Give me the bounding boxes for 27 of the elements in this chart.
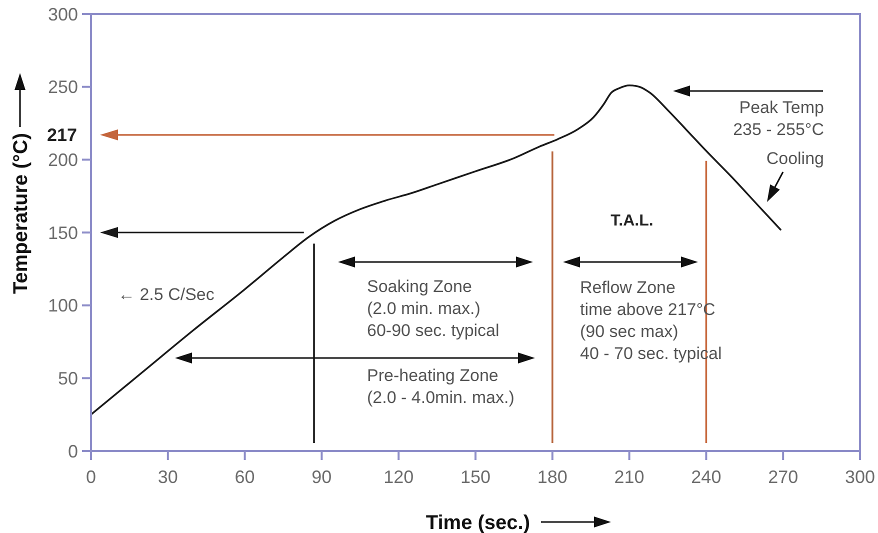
x-tick-label: 150 xyxy=(460,466,491,487)
x-axis-title: Time (sec.) xyxy=(426,512,530,533)
x-tick-label: 30 xyxy=(158,466,178,487)
annotation: Pre-heating Zone (2.0 - 4.0min. max.) xyxy=(367,366,514,407)
y-axis-title: Temperature (°C) xyxy=(10,133,32,294)
x-tick-label: 90 xyxy=(312,466,332,487)
x-tick-label: 180 xyxy=(537,466,568,487)
x-tick-label: 0 xyxy=(86,466,96,487)
annotation: Peak Temp 235 - 255°C xyxy=(733,98,824,139)
y-tick-label: 0 xyxy=(68,441,78,462)
y-tick-label: 250 xyxy=(48,77,78,98)
y-tick-label: 50 xyxy=(58,368,78,389)
y-tick-label: 200 xyxy=(48,150,78,170)
annotation: Soaking Zone (2.0 min. max.) 60-90 sec. typical xyxy=(367,276,500,340)
y-tick-label: 150 xyxy=(48,222,78,243)
annotation: ← 2.5 C/Sec xyxy=(118,284,215,304)
annotation: T.A.L. xyxy=(610,212,654,230)
x-tick-label: 120 xyxy=(384,466,414,487)
x-tick-label: 210 xyxy=(614,466,644,487)
y-tick-label: 100 xyxy=(48,296,78,316)
x-tick-label: 240 xyxy=(691,466,722,487)
x-tick-label: 300 xyxy=(844,466,876,487)
x-tick-label: 60 xyxy=(234,466,255,487)
ref-line-label: 217 xyxy=(46,125,77,146)
annotation: Cooling xyxy=(766,148,824,168)
y-tick-label: 300 xyxy=(48,4,78,24)
x-tick-label: 270 xyxy=(768,466,798,487)
